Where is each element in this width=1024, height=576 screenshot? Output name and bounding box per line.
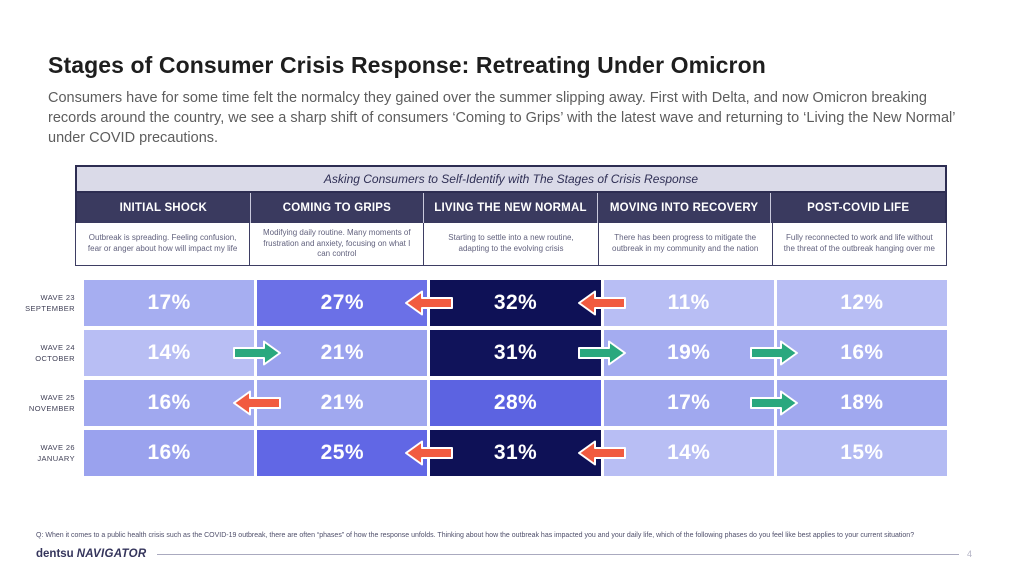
data-cell: 12%: [776, 280, 947, 326]
data-cell: 21%: [257, 330, 428, 376]
table-row: WAVE 26 JANUARY 16% 25% 31% 14% 15%: [20, 430, 947, 476]
column-descriptions: Outbreak is spreading. Feeling confusion…: [75, 223, 947, 266]
wave-cells: 17% 27% 32% 11% 12%: [84, 280, 947, 326]
wave-month: NOVEMBER: [28, 404, 75, 413]
column-description: Outbreak is spreading. Feeling confusion…: [76, 223, 251, 265]
data-cell: 16%: [776, 330, 947, 376]
wave-label: WAVE 24 OCTOBER: [20, 330, 84, 376]
data-cell: 16%: [84, 430, 255, 476]
column-headers: INITIAL SHOCK COMING TO GRIPS LIVING THE N…: [75, 193, 947, 223]
left-arrow-icon: [405, 440, 454, 466]
left-arrow-icon: [577, 290, 626, 316]
footer-divider: [156, 553, 959, 555]
wave-month: SEPTEMBER: [25, 304, 75, 313]
column-header: LIVING THE NEW NORMAL: [424, 193, 598, 223]
data-cell: 17%: [84, 280, 255, 326]
data-cell: 27%: [257, 280, 428, 326]
data-cell: 31%: [430, 430, 601, 476]
column-description: Fully reconnected to work and life witho…: [772, 223, 947, 265]
dentsu-logo: dentsu NAVIGATOR: [36, 548, 147, 560]
wave-label: WAVE 26 JANUARY: [20, 430, 84, 476]
column-header: INITIAL SHOCK: [77, 193, 251, 223]
data-cell: 14%: [603, 430, 774, 476]
page-number: 4: [966, 549, 972, 559]
left-arrow-icon: [405, 290, 454, 316]
column-description: Modifying daily routine. Many moments of…: [250, 223, 425, 265]
column-header: COMING TO GRIPS: [251, 193, 425, 223]
data-cell: 28%: [430, 380, 601, 426]
data-cell: 25%: [257, 430, 428, 476]
brand-product: NAVIGATOR: [76, 548, 147, 560]
data-cell: 14%: [84, 330, 255, 376]
data-cell: 17%: [603, 380, 774, 426]
wave-label: WAVE 23 SEPTEMBER: [20, 280, 84, 326]
footnote: Q: When it comes to a public health cris…: [36, 532, 915, 539]
left-arrow-icon: [577, 440, 626, 466]
table-caption: Asking Consumers to Self-Identify with T…: [75, 165, 947, 193]
right-arrow-icon: [750, 340, 799, 366]
data-grid: WAVE 23 SEPTEMBER 17% 27% 32% 11% 12% WAVE 24 OC…: [20, 280, 947, 480]
wave-number: WAVE 23: [40, 292, 75, 302]
data-cell: 32%: [430, 280, 601, 326]
column-header: POST-COVID LIFE: [807, 202, 910, 214]
wave-number: WAVE 26: [40, 442, 75, 452]
brand-name: dentsu: [36, 548, 74, 560]
data-cell: 15%: [776, 430, 947, 476]
data-cell: 11%: [603, 280, 774, 326]
wave-cells: 14% 21% 31% 19% 16%: [84, 330, 947, 376]
data-cell: 21%: [257, 380, 428, 426]
right-arrow-icon: [750, 390, 799, 416]
column-header: MOVING INTO RECOVERY: [598, 193, 772, 223]
right-arrow-icon: [577, 340, 626, 366]
data-cell: 31%: [430, 330, 601, 376]
wave-month: OCTOBER: [35, 354, 75, 363]
table-row: WAVE 25 NOVEMBER 16% 21% 28% 17% 18%: [20, 380, 947, 426]
data-cell: 19%: [603, 330, 774, 376]
left-arrow-icon: [232, 390, 281, 416]
slide-subtitle: Consumers have for some time felt the no…: [48, 90, 955, 146]
footer: dentsu NAVIGATOR 4: [36, 548, 972, 560]
wave-number: WAVE 25: [40, 392, 75, 402]
stages-table-header: Asking Consumers to Self-Identify with T…: [75, 165, 947, 266]
table-row: WAVE 23 SEPTEMBER 17% 27% 32% 11% 12%: [20, 280, 947, 326]
wave-cells: 16% 25% 31% 14% 15%: [84, 430, 947, 476]
wave-number: WAVE 24: [40, 342, 75, 352]
page-title: Stages of Consumer Crisis Response: Retr…: [48, 52, 766, 78]
wave-cells: 16% 21% 28% 17% 18%: [84, 380, 947, 426]
right-arrow-icon: [232, 340, 281, 366]
table-row: WAVE 24 OCTOBER 14% 21% 31% 19% 16%: [20, 330, 947, 376]
column-description: Starting to settle into a new routine, a…: [424, 223, 599, 265]
data-cell: 16%: [84, 380, 255, 426]
column-description: There has been progress to mitigate the …: [598, 223, 773, 265]
wave-month: JANUARY: [37, 454, 75, 463]
data-cell: 18%: [776, 380, 947, 426]
wave-label: WAVE 25 NOVEMBER: [20, 380, 84, 426]
